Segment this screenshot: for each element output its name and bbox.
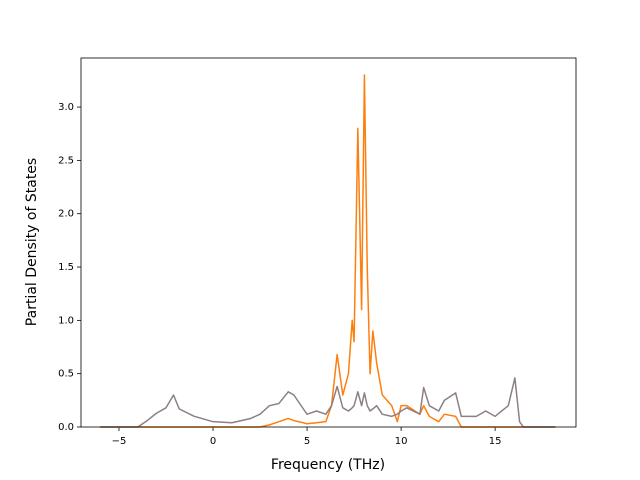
y-tick-label: 2.0 [58, 209, 74, 220]
y-tick-label: 0.5 [58, 369, 74, 380]
x-tick-label: 5 [304, 436, 310, 447]
y-tick-label: 1.5 [58, 262, 74, 273]
y-axis-title: Partial Density of States [24, 158, 40, 326]
x-tick-label: −5 [112, 436, 127, 447]
plot-frame [80, 57, 577, 428]
x-tick-label: 15 [489, 436, 502, 447]
x-axis-title: Frequency (THz) [271, 457, 385, 473]
y-tick-label: 2.5 [58, 155, 74, 166]
y-tick-label: 1.0 [58, 315, 74, 326]
y-tick-label: 0.0 [58, 422, 74, 433]
data-line [100, 377, 556, 428]
x-tick-label: 0 [210, 436, 216, 447]
x-tick-label: 10 [395, 436, 408, 447]
data-line [100, 74, 556, 428]
y-tick-label: 3.0 [58, 102, 74, 113]
